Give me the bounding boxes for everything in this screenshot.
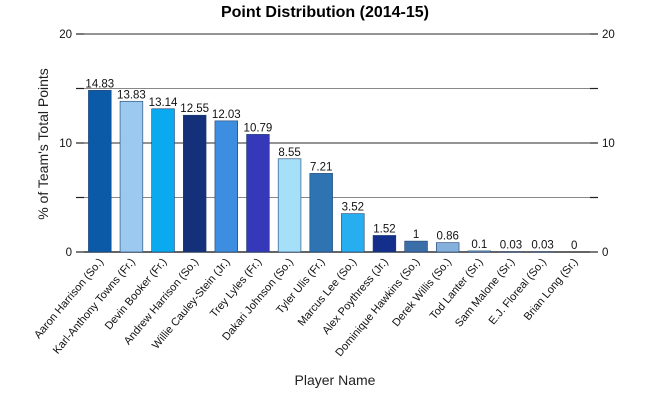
data-label: 12.03 (212, 109, 241, 121)
y-tick-label-right: 0 (602, 247, 608, 259)
data-label: 0.03 (500, 240, 522, 252)
y-tick-label-left: 0 (66, 247, 72, 259)
y-tick-label-right: 20 (602, 29, 615, 41)
data-label: 12.55 (180, 103, 209, 115)
chart-title: Point Distribution (2014-15) (221, 4, 429, 21)
bar (119, 100, 144, 253)
bar (214, 120, 238, 253)
x-axis-title: Player Name (295, 372, 376, 388)
bar (183, 114, 207, 253)
data-label: 0 (571, 240, 577, 252)
data-label: 13.83 (117, 89, 146, 101)
data-label: 13.14 (149, 97, 178, 109)
data-label: 7.21 (310, 161, 332, 173)
bars (88, 90, 555, 253)
data-label: 0.1 (471, 239, 487, 251)
y-tick-label-right: 10 (602, 138, 615, 150)
category-label: Marcus Lee (So.) (296, 256, 359, 328)
data-label: 3.52 (342, 202, 364, 214)
category-label: Sam Malone (Sr.) (453, 256, 517, 329)
category-label: Derek Willis (So.) (390, 256, 454, 329)
data-label: 0.03 (531, 240, 553, 252)
bar (372, 235, 397, 253)
data-label: 1.52 (373, 223, 395, 235)
bar (246, 134, 270, 253)
data-label: 8.55 (278, 147, 300, 159)
bar (436, 242, 460, 253)
bar (404, 240, 428, 253)
data-label: 1 (413, 229, 419, 241)
data-label: 14.83 (85, 78, 114, 90)
data-label: 0.86 (436, 231, 458, 243)
bar (277, 158, 302, 253)
bar (467, 250, 491, 253)
bar (341, 213, 365, 253)
y-axis-title: % of Team's Total Points (35, 68, 51, 220)
category-labels: Aaron Harrison (So.)Karl-Anthony Towns (… (32, 256, 580, 359)
y-tick-label-left: 10 (59, 138, 72, 150)
bar (151, 108, 175, 253)
category-label: E.J. Floreal (So.) (487, 256, 549, 327)
bar (309, 173, 333, 253)
bar (88, 90, 112, 253)
y-tick-label-left: 20 (59, 29, 72, 41)
data-label: 10.79 (244, 122, 273, 134)
